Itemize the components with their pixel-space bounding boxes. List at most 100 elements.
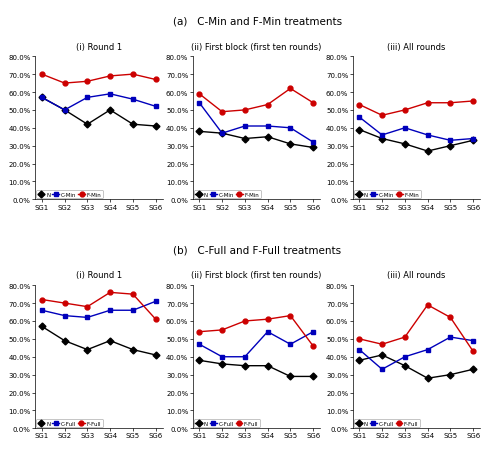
F-Full	[448, 315, 454, 321]
F-Min	[356, 102, 362, 108]
N	[84, 347, 90, 353]
Line: F-Min: F-Min	[40, 72, 158, 86]
Line: F-Min: F-Min	[197, 87, 316, 115]
F-Full	[310, 344, 316, 349]
C-Min	[356, 115, 362, 121]
Line: C-Min: C-Min	[357, 115, 476, 143]
F-Full	[130, 292, 136, 298]
F-Min	[448, 101, 454, 107]
C-Min	[310, 140, 316, 146]
N	[288, 374, 294, 379]
N	[310, 374, 316, 379]
C-Full	[62, 313, 68, 319]
N	[107, 338, 113, 344]
C-Full	[196, 342, 202, 347]
Line: C-Full: C-Full	[197, 329, 316, 359]
N	[402, 363, 408, 369]
C-Min	[424, 133, 430, 139]
N	[448, 144, 454, 149]
C-Full	[107, 307, 113, 313]
N	[310, 145, 316, 151]
C-Full	[39, 307, 45, 313]
N	[39, 324, 45, 329]
C-Min	[470, 137, 476, 142]
N	[288, 142, 294, 148]
N	[448, 372, 454, 378]
C-Full	[310, 329, 316, 335]
F-Min	[288, 87, 294, 92]
F-Full	[196, 329, 202, 335]
N	[130, 122, 136, 128]
Legend: N, C-Min, F-Min: N, C-Min, F-Min	[36, 190, 103, 199]
Legend: N, C-Full, F-Full: N, C-Full, F-Full	[36, 419, 102, 427]
Line: F-Full: F-Full	[357, 303, 476, 354]
N	[424, 376, 430, 381]
C-Min	[448, 138, 454, 144]
F-Min	[219, 109, 225, 115]
F-Min	[310, 101, 316, 107]
F-Min	[152, 78, 158, 83]
Line: N: N	[40, 96, 158, 129]
N	[130, 347, 136, 353]
C-Full	[130, 307, 136, 313]
N	[62, 108, 68, 114]
Text: (i) Round 1: (i) Round 1	[76, 271, 122, 280]
Text: (ii) First block (first ten rounds): (ii) First block (first ten rounds)	[191, 271, 322, 280]
F-Full	[84, 304, 90, 310]
C-Min	[130, 97, 136, 103]
N	[424, 149, 430, 155]
F-Full	[242, 318, 248, 324]
C-Full	[264, 329, 270, 335]
N	[470, 138, 476, 144]
F-Min	[84, 79, 90, 85]
C-Full	[152, 299, 158, 305]
Text: (iii) All rounds: (iii) All rounds	[387, 42, 446, 51]
N	[356, 128, 362, 133]
Line: N: N	[197, 358, 316, 379]
N	[242, 137, 248, 142]
C-Full	[379, 367, 385, 372]
C-Min	[402, 126, 408, 131]
Line: N: N	[40, 324, 158, 357]
N	[219, 361, 225, 367]
C-Full	[288, 342, 294, 347]
C-Full	[84, 315, 90, 321]
N	[152, 124, 158, 129]
F-Full	[470, 349, 476, 355]
F-Min	[242, 108, 248, 114]
C-Min	[84, 95, 90, 101]
F-Min	[107, 74, 113, 79]
N	[470, 367, 476, 372]
F-Min	[402, 108, 408, 114]
N	[219, 131, 225, 137]
C-Full	[242, 354, 248, 360]
Text: (ii) First block (first ten rounds): (ii) First block (first ten rounds)	[191, 42, 322, 51]
C-Min	[152, 104, 158, 110]
Legend: N, C-Min, F-Min: N, C-Min, F-Min	[354, 190, 420, 199]
F-Min	[196, 92, 202, 98]
N	[196, 358, 202, 364]
C-Min	[62, 108, 68, 114]
Legend: N, C-Min, F-Min: N, C-Min, F-Min	[194, 190, 260, 199]
C-Full	[470, 338, 476, 344]
F-Full	[152, 317, 158, 322]
C-Full	[448, 335, 454, 340]
F-Min	[424, 101, 430, 107]
N	[356, 358, 362, 364]
Legend: N, C-Full, F-Full: N, C-Full, F-Full	[354, 419, 420, 427]
N	[264, 363, 270, 369]
F-Full	[264, 317, 270, 322]
C-Min	[107, 92, 113, 98]
N	[84, 122, 90, 128]
F-Min	[130, 72, 136, 78]
Line: C-Full: C-Full	[357, 335, 476, 372]
N	[379, 137, 385, 142]
Line: N: N	[357, 353, 476, 381]
F-Full	[288, 313, 294, 319]
Line: N: N	[197, 129, 316, 150]
F-Full	[379, 342, 385, 347]
N	[62, 338, 68, 344]
Line: C-Min: C-Min	[197, 101, 316, 145]
F-Full	[424, 302, 430, 308]
Text: (iii) All rounds: (iii) All rounds	[387, 271, 446, 280]
